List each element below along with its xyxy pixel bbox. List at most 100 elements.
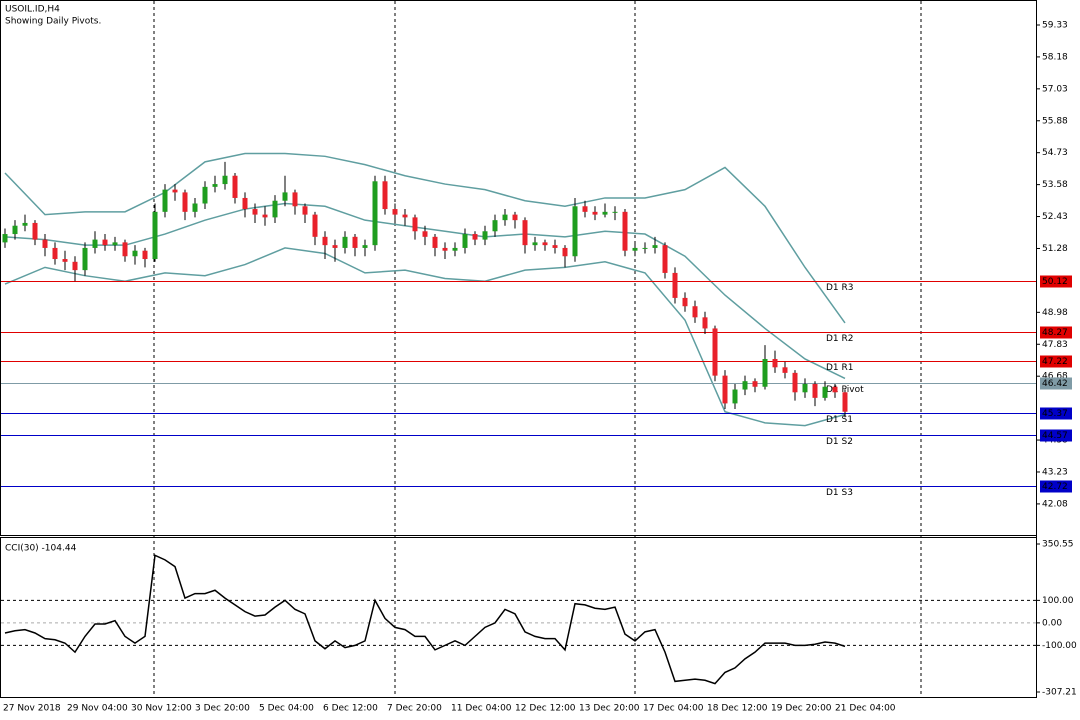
pivot-tag-label: 50.12 — [1042, 277, 1068, 287]
candle-body — [62, 259, 68, 262]
candle-body — [742, 381, 748, 390]
candle-body — [642, 247, 648, 249]
pivot-label: D1 S1 — [826, 415, 853, 425]
candle-body — [342, 236, 348, 248]
candle-body — [412, 217, 418, 232]
candle-body — [602, 211, 608, 215]
pivot-tag — [1040, 275, 1072, 288]
pivot-tag-label: 45.37 — [1042, 409, 1068, 419]
y-tick-label: 350.55 — [1042, 539, 1074, 549]
x-tick-label: 18 Dec 12:00 — [707, 704, 768, 714]
candle-body — [382, 181, 388, 210]
x-tick-label: 30 Nov 12:00 — [131, 704, 192, 714]
pivot-tag — [1040, 407, 1072, 420]
candle-body — [122, 242, 128, 257]
x-tick-label: 3 Dec 20:00 — [195, 704, 250, 714]
candle-body — [302, 206, 308, 215]
y-tick-label: -307.21 — [1042, 688, 1077, 698]
chart-title: USOIL.ID,H4 — [5, 5, 60, 15]
candle-body — [362, 245, 368, 248]
pivot-tag-label: 48.27 — [1042, 328, 1068, 338]
candle-body — [622, 211, 628, 251]
pivot-label: D1 R1 — [826, 363, 854, 373]
y-tick-label: 100.00 — [1042, 596, 1074, 606]
candle-body — [822, 386, 828, 398]
candle-body — [552, 245, 558, 248]
y-tick-label: 58.18 — [1042, 52, 1068, 62]
candle-body — [782, 367, 788, 373]
candle-body — [652, 245, 658, 248]
candle-body — [712, 328, 718, 376]
cci-line — [4, 554, 846, 685]
candle-body — [262, 214, 268, 218]
y-tick-label: -100.00 — [1042, 641, 1077, 651]
candle-body — [132, 250, 138, 257]
pivot-label: D1 R2 — [826, 334, 854, 344]
pivot-label: D1 S2 — [826, 437, 853, 447]
x-tick-label: 29 Nov 04:00 — [67, 704, 128, 714]
candle-body — [162, 189, 168, 212]
candle-body — [22, 222, 28, 226]
bollinger-band — [4, 247, 846, 427]
candle-body — [572, 206, 578, 257]
candle-body — [42, 239, 48, 248]
candle-body — [52, 247, 58, 260]
candle-body — [752, 381, 758, 387]
candle-body — [222, 175, 228, 185]
y-tick-label: 42.08 — [1042, 499, 1068, 509]
candle-body — [182, 192, 188, 212]
x-tick-label: 12 Dec 12:00 — [515, 704, 576, 714]
x-tick-label: 5 Dec 04:00 — [259, 704, 314, 714]
pivot-tag-label: 47.22 — [1042, 357, 1068, 367]
candle-body — [492, 220, 498, 232]
candle-body — [312, 214, 318, 237]
candle-body — [282, 192, 288, 201]
candle-body — [542, 242, 548, 246]
candle-body — [232, 175, 238, 198]
candle-body — [482, 231, 488, 240]
x-tick-label: 11 Dec 04:00 — [451, 704, 512, 714]
y-tick-label: 0.00 — [1042, 618, 1062, 628]
x-tick-label: 7 Dec 20:00 — [387, 704, 442, 714]
candle-body — [792, 372, 798, 393]
candle-body — [762, 358, 768, 387]
candle-body — [272, 200, 278, 218]
candle-body — [732, 389, 738, 404]
candle-body — [32, 222, 38, 240]
pivot-tag — [1040, 326, 1072, 339]
candle-body — [332, 245, 338, 248]
candle-body — [152, 211, 158, 260]
x-tick-label: 6 Dec 12:00 — [323, 704, 378, 714]
candle-body — [142, 250, 148, 260]
candle-body — [772, 358, 778, 368]
candle-body — [102, 239, 108, 246]
cci-frame — [0, 537, 1037, 698]
candle-body — [502, 214, 508, 221]
candle-body — [422, 231, 428, 237]
candle-body — [692, 306, 698, 318]
y-tick-label: 55.88 — [1042, 116, 1068, 126]
y-tick-label: 46.68 — [1042, 372, 1068, 382]
candle-body — [512, 214, 518, 221]
candle-body — [472, 234, 478, 240]
candle-body — [722, 375, 728, 404]
chart-subtitle: Showing Daily Pivots. — [5, 17, 101, 27]
y-tick-label: 57.03 — [1042, 84, 1068, 94]
candle-body — [292, 192, 298, 207]
candle-body — [442, 247, 448, 251]
candle-body — [582, 206, 588, 212]
y-tick-label: 43.23 — [1042, 467, 1068, 477]
x-tick-label: 17 Dec 04:00 — [643, 704, 704, 714]
y-tick-label: 59.33 — [1042, 20, 1068, 30]
candle-body — [832, 386, 838, 393]
candle-body — [112, 242, 118, 246]
pivot-tag — [1040, 480, 1072, 493]
x-tick-label: 27 Nov 2018 — [3, 704, 61, 714]
candle-body — [242, 197, 248, 210]
y-tick-label: 53.58 — [1042, 180, 1068, 190]
separators — [153, 1, 922, 697]
pivot-tag — [1040, 429, 1072, 442]
pivot-label: D1 R3 — [826, 283, 854, 293]
